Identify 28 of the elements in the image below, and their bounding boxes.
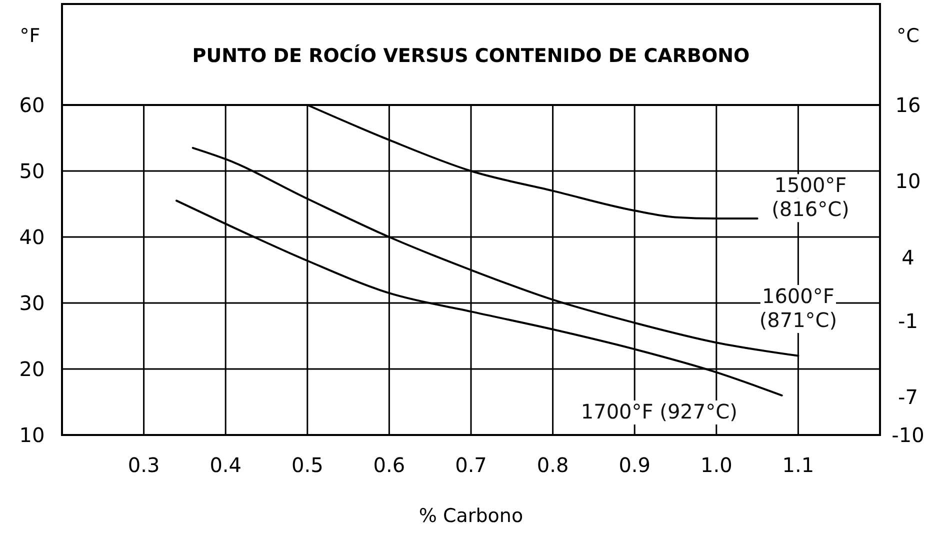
x-tick-label: 0.8	[536, 453, 569, 477]
y-tick-label: 40	[19, 225, 45, 249]
y-tick-label: 20	[19, 357, 45, 381]
x-tick-label: 0.4	[210, 453, 242, 477]
y2-tick-label: 16	[895, 93, 921, 117]
series-label: 1500°F (816°C)	[772, 173, 850, 222]
x-tick-label: 0.9	[618, 453, 651, 477]
y-tick-label: 60	[19, 93, 45, 117]
x-tick-label: 0.3	[128, 453, 160, 477]
x-tick-label: 0.6	[373, 453, 406, 477]
y-tick-label: 10	[19, 423, 45, 447]
y2-tick-label: -7	[898, 384, 918, 409]
y-axis-title: °F	[20, 25, 40, 47]
y-tick-label: 50	[19, 159, 45, 183]
x-tick-label: 1.0	[700, 453, 732, 477]
y2-tick-label: 10	[895, 169, 921, 194]
chart-title: PUNTO DE ROCÍO VERSUS CONTENIDO DE CARBONO	[192, 44, 750, 67]
y2-tick-label: -10	[892, 423, 924, 447]
y2-tick-label: -1	[898, 308, 918, 333]
series-label: 1600°F (871°C)	[759, 284, 838, 332]
y-tick-label: 30	[19, 291, 45, 315]
y2-tick-label: 4	[902, 245, 914, 270]
series-label: 1700°F (927°C)	[580, 400, 738, 424]
x-tick-label: 0.5	[291, 453, 324, 477]
y2-axis-title: °C	[896, 25, 920, 47]
x-axis-title: % Carbono	[418, 505, 524, 527]
x-tick-label: 0.7	[455, 453, 487, 477]
x-tick-label: 1.1	[782, 453, 814, 477]
